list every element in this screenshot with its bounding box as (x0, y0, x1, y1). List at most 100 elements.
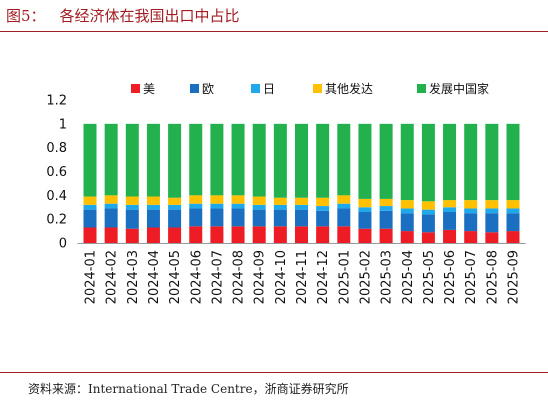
x-tick-label: 2024-09 (253, 250, 268, 304)
bar-segment-s4-2025-07 (464, 123, 478, 201)
source-divider (0, 372, 548, 373)
bar-segment-s4-2024-11 (295, 123, 308, 198)
bar-segment-s2-2025-08 (485, 208, 499, 214)
bar-segment-s1-2024-04 (146, 209, 160, 228)
bar-stack-2025-08 (485, 123, 499, 243)
bar-segment-s3-2024-05 (168, 197, 182, 205)
bar-segment-s0-2025-06 (443, 229, 457, 243)
bar-segment-s2-2025-09 (506, 208, 520, 214)
bar-segment-s4-2025-08 (485, 123, 499, 201)
bar-segment-s1-2024-12 (316, 210, 330, 227)
x-tick-label: 2025-07 (464, 250, 479, 304)
bar-segment-s3-2025-09 (506, 200, 520, 209)
bar-segment-s2-2024-12 (316, 206, 330, 211)
bar-segment-s1-2025-09 (506, 213, 520, 232)
legend-label-3: 其他发达 (325, 81, 373, 96)
bar-segment-s1-2025-07 (464, 213, 478, 232)
bar-segment-s3-2024-10 (273, 197, 287, 205)
bar-segment-s4-2024-09 (252, 123, 266, 197)
y-tick-label: 1.2 (46, 94, 67, 109)
bar-segment-s1-2025-03 (379, 210, 393, 229)
bar-segment-s2-2025-01 (337, 203, 351, 209)
bar-segment-s1-2024-03 (125, 209, 139, 229)
bar-stack-2024-08 (231, 123, 245, 243)
bar-segment-s0-2024-07 (210, 226, 224, 243)
x-tick-label: 2024-06 (189, 250, 204, 304)
bar-stack-2024-10 (273, 123, 287, 243)
bar-segment-s0-2024-08 (231, 226, 245, 243)
y-tick-label: 0.8 (46, 141, 67, 156)
y-axis-tick-labels: 0 0.2 0.4 0.6 0.8 1 1.2 (46, 94, 67, 252)
legend-label-0: 美 (143, 82, 155, 96)
bar-segment-s3-2024-08 (231, 195, 245, 204)
x-tick-label: 2024-01 (84, 250, 99, 304)
bar-segment-s4-2024-03 (125, 123, 139, 197)
x-tick-label: 2024-12 (316, 250, 331, 304)
bar-segment-s4-2024-10 (273, 123, 287, 198)
bar-segment-s4-2025-05 (421, 123, 435, 202)
legend-swatch-0 (131, 84, 140, 93)
title-divider (0, 31, 548, 32)
bar-stack-2024-11 (295, 123, 308, 243)
bar-stack-2024-01 (83, 123, 97, 243)
x-tick-label: 2024-03 (126, 250, 141, 304)
bar-segment-s0-2025-04 (400, 231, 414, 243)
x-tick-label: 2024-05 (168, 250, 183, 304)
bar-segment-s2-2024-05 (168, 204, 182, 210)
bar-segment-s4-2024-08 (231, 123, 245, 196)
bar-stack-2024-06 (189, 123, 203, 243)
bar-stack-2024-05 (168, 123, 182, 243)
bars-group (83, 123, 520, 243)
x-tick-label: 2025-04 (401, 250, 416, 304)
bar-stack-2024-02 (104, 123, 118, 243)
bar-segment-s0-2025-05 (421, 232, 435, 243)
bar-segment-s0-2025-08 (485, 232, 499, 243)
bar-segment-s4-2025-01 (337, 123, 351, 196)
bar-segment-s0-2025-07 (464, 231, 478, 243)
bar-segment-s1-2024-10 (273, 209, 287, 227)
bar-segment-s3-2024-11 (295, 197, 308, 205)
bar-segment-s2-2025-03 (379, 206, 393, 211)
y-tick-label: 0.4 (46, 189, 67, 204)
bar-segment-s2-2024-06 (189, 203, 203, 209)
y-tick-label: 1 (59, 117, 67, 132)
bar-segment-s4-2024-02 (104, 123, 118, 196)
legend-label-1: 欧 (202, 82, 214, 96)
bar-stack-2025-09 (506, 123, 520, 243)
bar-segment-s0-2025-03 (379, 228, 393, 243)
bar-segment-s4-2024-07 (210, 123, 224, 196)
bar-segment-s3-2025-02 (358, 198, 372, 208)
bar-segment-s3-2025-01 (337, 195, 351, 204)
bar-segment-s4-2024-05 (168, 123, 182, 198)
x-tick-label: 2025-01 (337, 250, 352, 304)
bar-segment-s0-2025-09 (506, 231, 520, 243)
bar-segment-s4-2025-09 (506, 123, 520, 201)
x-tick-label: 2025-09 (507, 250, 522, 304)
legend-label-2: 日 (263, 82, 275, 96)
bar-segment-s1-2025-04 (400, 213, 414, 232)
bar-segment-s4-2024-12 (316, 123, 330, 198)
bar-stack-2024-07 (210, 123, 224, 243)
legend-label-4: 发展中国家 (429, 81, 489, 96)
legend: 美 欧 日 其他发达 发展中国家 (131, 81, 489, 96)
bar-segment-s3-2025-07 (464, 200, 478, 209)
legend-swatch-1 (190, 84, 199, 93)
bar-segment-s1-2025-08 (485, 213, 499, 233)
bar-segment-s2-2024-02 (104, 203, 118, 209)
bar-segment-s3-2024-07 (210, 195, 224, 204)
bar-segment-s2-2025-06 (443, 207, 457, 213)
legend-swatch-3 (313, 84, 322, 93)
bar-segment-s0-2024-11 (295, 226, 308, 243)
bar-segment-s1-2024-02 (104, 208, 118, 228)
bar-stack-2024-09 (252, 123, 266, 243)
bar-segment-s2-2024-10 (273, 204, 287, 210)
bar-segment-s3-2024-02 (104, 195, 118, 204)
bar-segment-s3-2024-12 (316, 197, 330, 207)
bar-segment-s1-2025-02 (358, 212, 372, 229)
bar-segment-s0-2024-10 (273, 226, 287, 243)
bar-segment-s4-2025-04 (400, 123, 414, 201)
bar-segment-s2-2024-08 (231, 203, 245, 209)
x-tick-label: 2024-02 (105, 250, 120, 304)
